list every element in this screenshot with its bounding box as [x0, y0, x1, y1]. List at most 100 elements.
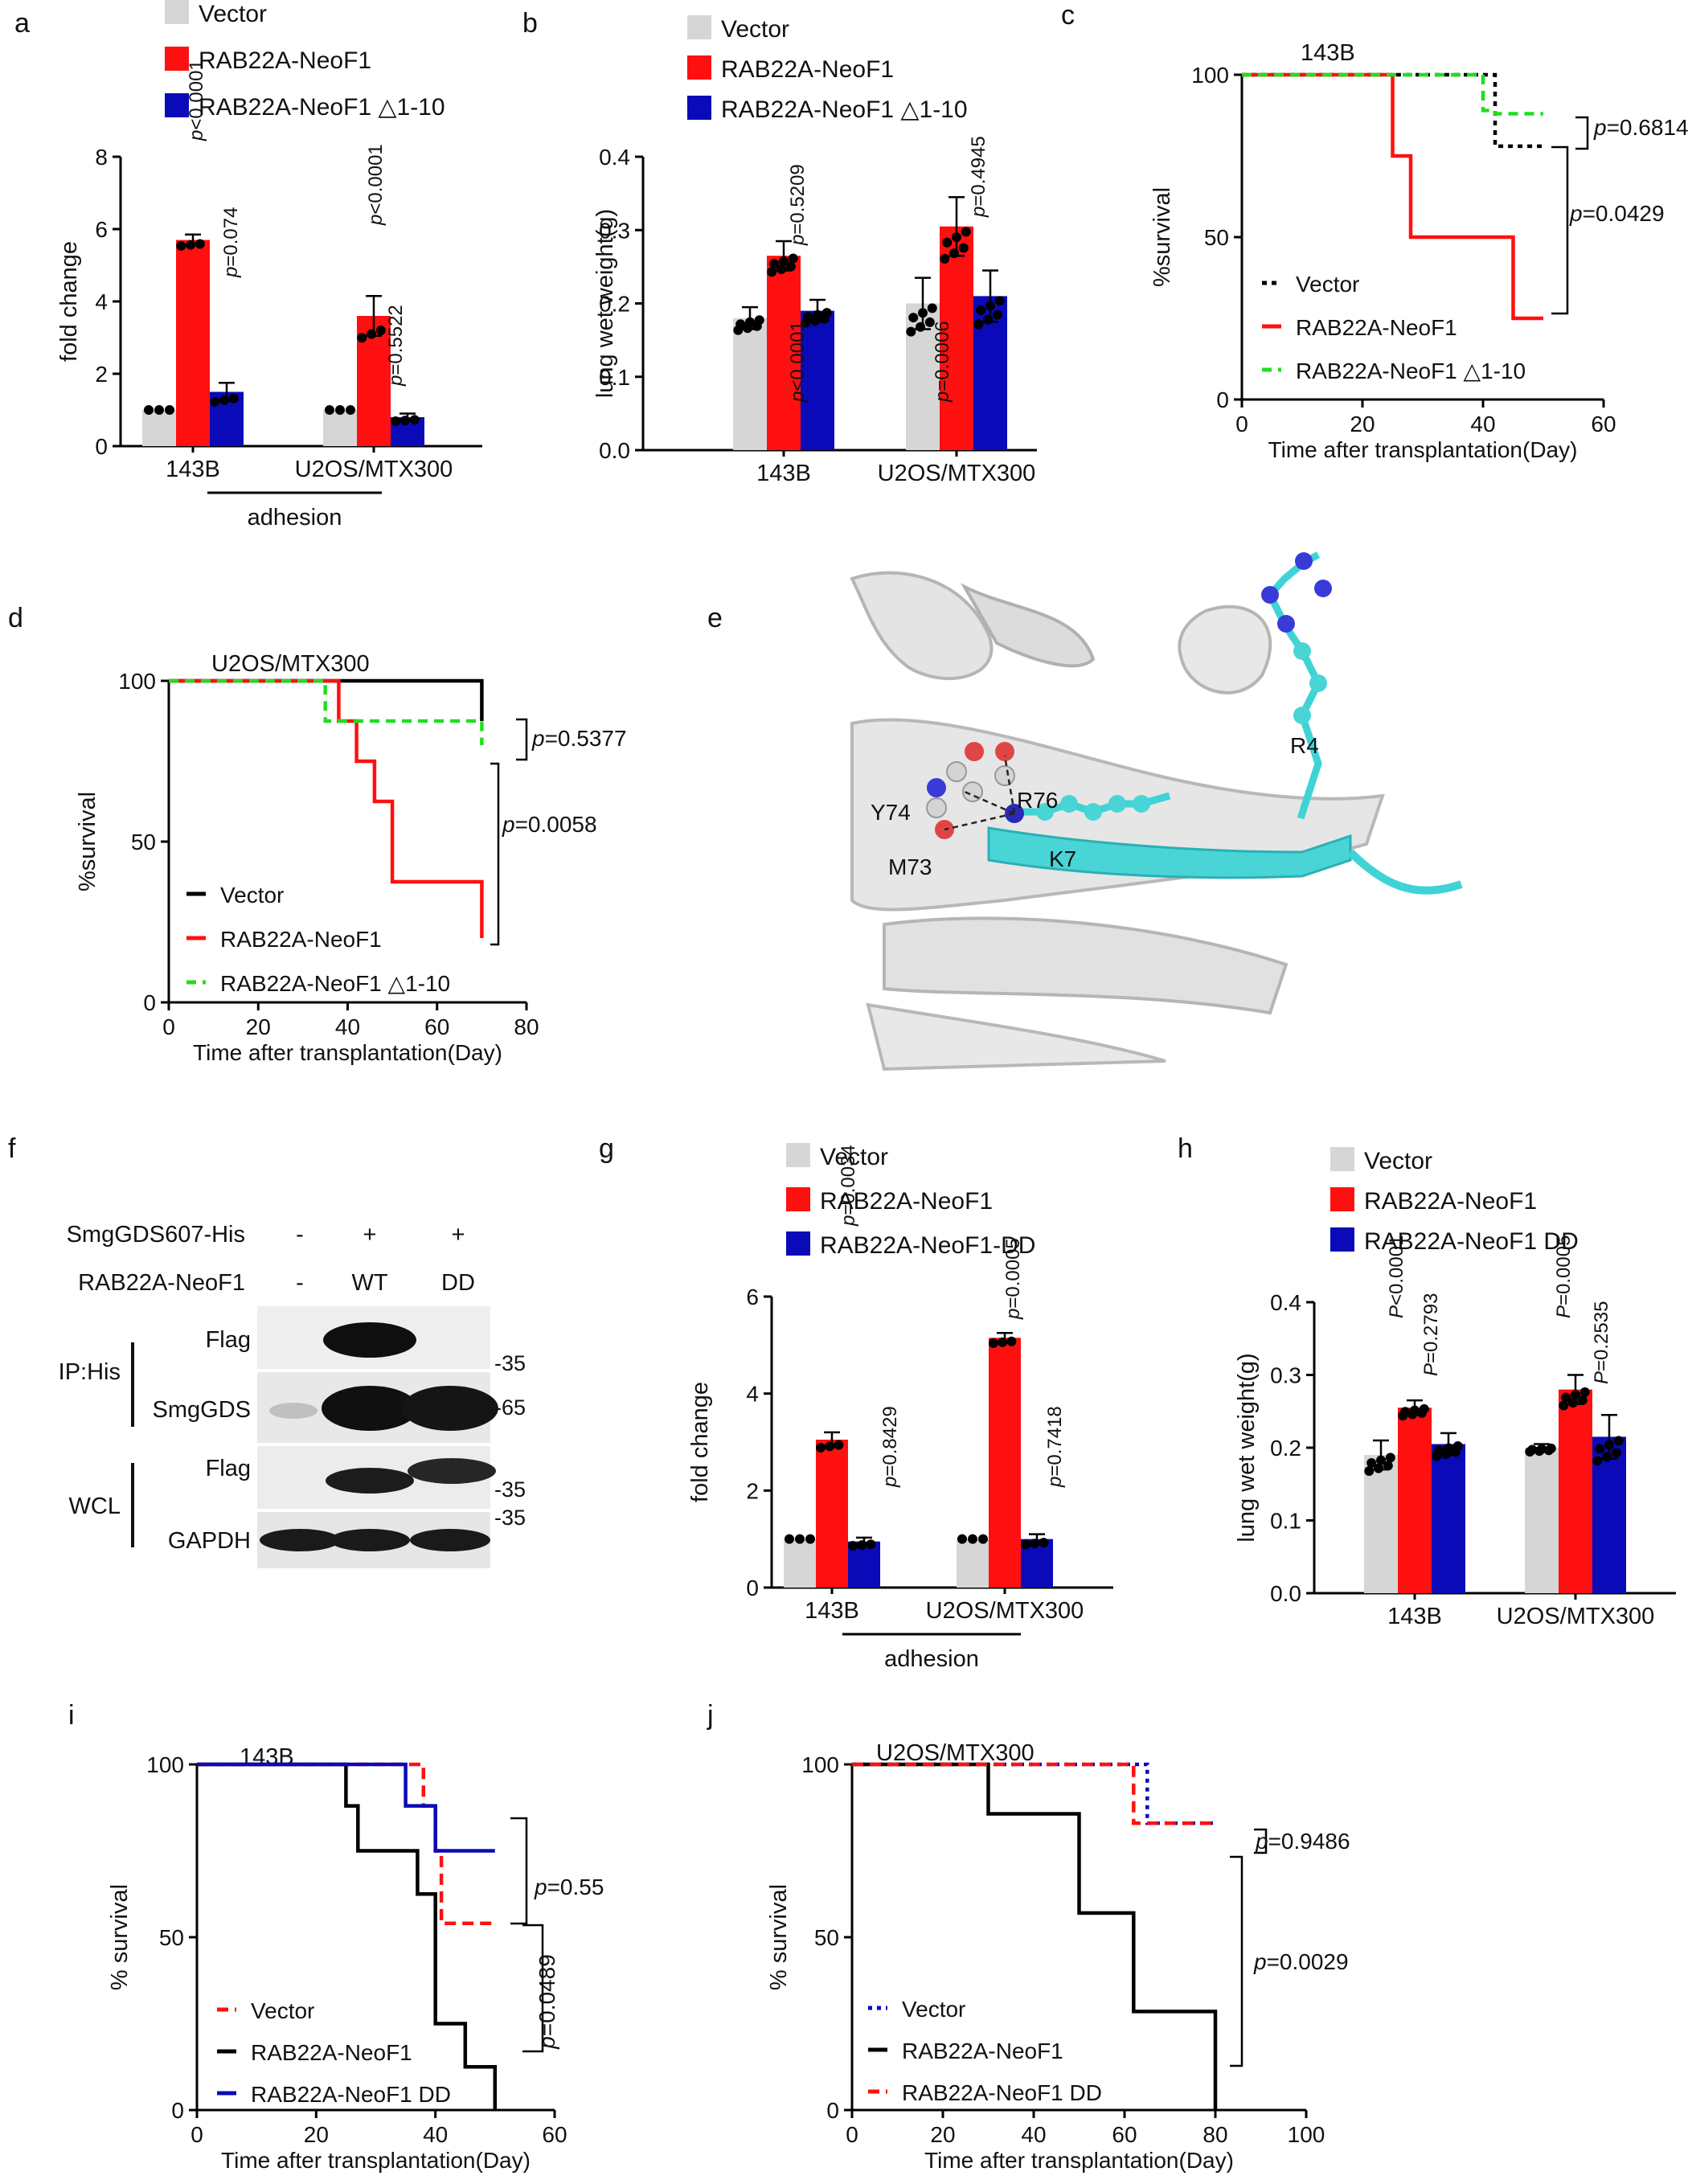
significance-bracket: [1575, 116, 1589, 150]
data-point: [940, 253, 950, 264]
residue-k7: K7: [1049, 846, 1076, 871]
data-point: [834, 1440, 844, 1450]
legend-label: Vector: [1364, 1148, 1432, 1174]
data-point: [1527, 1444, 1538, 1455]
data-point: [1364, 1465, 1375, 1476]
data-point: [949, 248, 960, 259]
bar: [816, 1439, 848, 1588]
data-point: [908, 313, 919, 323]
panel-e-structure: R4 R76 Y74 M73 K7: [836, 551, 1463, 1072]
p-value-label: p=0.0006: [932, 321, 953, 403]
data-point: [927, 303, 937, 313]
y-axis-label: lung wet weight(g): [1234, 1353, 1260, 1542]
data-point: [973, 319, 984, 330]
data-point: [1577, 1395, 1588, 1405]
legend-swatch: [165, 0, 189, 24]
significance-bracket: [1551, 145, 1569, 315]
blot-band: [408, 1458, 496, 1484]
data-point: [795, 1534, 805, 1544]
x-tick-label: U2OS/MTX300: [878, 461, 1036, 486]
p-value-label: p=0.0005: [1002, 1238, 1024, 1320]
bar: [1364, 1455, 1398, 1593]
data-point: [1452, 1440, 1463, 1451]
data-point: [1366, 1458, 1377, 1469]
legend-label: Vector: [902, 1997, 965, 2022]
y-tick-label: 0: [171, 2098, 184, 2123]
panel-label-d: d: [8, 603, 23, 633]
bar: [142, 410, 176, 446]
x-tick-label: 20: [246, 1014, 271, 1039]
x-tick-label: U2OS/MTX300: [1497, 1604, 1655, 1629]
chart-title: U2OS/MTX300: [211, 651, 370, 677]
data-point: [1537, 1444, 1547, 1454]
y-axis-label: % survival: [766, 1884, 792, 1990]
y-tick-label: 100: [146, 1752, 184, 1777]
bar: [784, 1539, 816, 1588]
survival-curve: [197, 1762, 498, 2110]
data-point: [228, 393, 239, 404]
blot-row1-val: -: [296, 1222, 304, 1248]
p-value-label: p=0.9486: [1255, 1829, 1350, 1854]
bar: [1432, 1444, 1465, 1593]
data-point: [976, 305, 986, 315]
legend-swatch: [687, 96, 711, 120]
blot-label-flag: Flag: [206, 1456, 251, 1481]
data-point: [346, 405, 355, 415]
data-point: [958, 243, 969, 253]
bar: [1559, 1389, 1592, 1593]
data-point: [210, 396, 220, 407]
survival-curve: [852, 1762, 1218, 2110]
legend-label: RAB22A-NeoF1 DD: [251, 2082, 451, 2107]
chart-title: 143B: [1301, 40, 1355, 66]
panel-label-e: e: [707, 603, 723, 633]
legend-label: RAB22A-NeoF1: [721, 56, 894, 83]
x-tick-label: U2OS/MTX300: [295, 457, 453, 482]
data-point: [1561, 1392, 1571, 1403]
p-value-label: p<0.0001: [365, 144, 387, 226]
blot-row1-val: +: [452, 1222, 465, 1248]
legend-label: RAB22A-NeoF1 △1-10: [721, 96, 968, 123]
data-point: [1559, 1400, 1569, 1411]
panel-label-g: g: [599, 1133, 614, 1164]
bar: [1525, 1448, 1559, 1593]
y-tick-label: 100: [118, 669, 156, 694]
y-tick-label: 0: [143, 990, 156, 1015]
survival-curve: [1242, 72, 1543, 116]
y-tick-label: 0.1: [1270, 1509, 1301, 1534]
data-point: [195, 239, 205, 249]
legend-swatch: [1330, 1187, 1354, 1211]
legend-swatch: [786, 1231, 810, 1256]
legend-label: RAB22A-NeoF1: [1296, 315, 1457, 340]
y-tick-label: 0.4: [599, 145, 630, 170]
y-tick-label: 50: [814, 1925, 839, 1950]
data-point: [924, 317, 935, 327]
legend-label: RAB22A-NeoF1 DD: [1364, 1228, 1579, 1255]
data-point: [813, 309, 822, 320]
x-axis-label: Time after transplantation(Day): [924, 2148, 1234, 2173]
blot-band: [323, 1322, 416, 1358]
p-value-label: P=0.2793: [1420, 1293, 1442, 1376]
data-point: [848, 1540, 858, 1551]
p-value-label: p=0.5522: [385, 305, 407, 387]
x-tick-label: 143B: [1387, 1604, 1442, 1629]
data-point: [857, 1540, 867, 1551]
blot-band: [410, 1529, 490, 1551]
panel-label-h: h: [1178, 1133, 1193, 1164]
data-point: [1604, 1440, 1614, 1450]
data-point: [375, 326, 386, 336]
blot-marker: -35: [494, 1506, 526, 1530]
data-point: [1568, 1398, 1579, 1408]
data-point: [985, 301, 995, 311]
survival-curve: [197, 1762, 495, 1853]
significance-bracket: [510, 1817, 528, 1925]
x-tick-label: 0: [1235, 412, 1248, 436]
data-point: [866, 1539, 876, 1550]
data-point: [805, 1534, 815, 1544]
y-tick-label: 6: [746, 1285, 759, 1309]
x-tick-label: 60: [542, 2122, 567, 2147]
y-axis-label: % survival: [107, 1884, 133, 1990]
y-tick-label: 0: [1216, 387, 1229, 412]
x-tick-label: 40: [423, 2122, 448, 2147]
y-tick-label: 0.1: [599, 365, 630, 390]
